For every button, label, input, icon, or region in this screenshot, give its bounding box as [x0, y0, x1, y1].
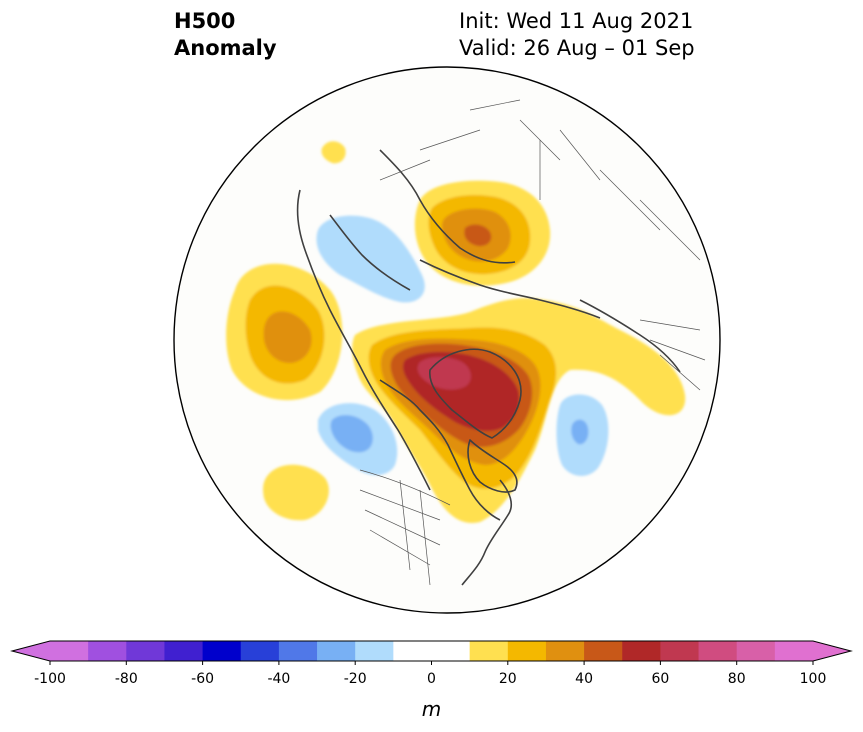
siberia-ridge-50 [464, 224, 492, 247]
map-subtitle: Init: Wed 11 Aug 2021 Valid: 26 Aug – 01… [459, 8, 695, 62]
us-canada-border [359, 469, 451, 506]
colorbar-bin-14 [584, 641, 623, 661]
colorbar-bin-12 [507, 641, 547, 661]
colorbar-tick-label: -40 [267, 671, 290, 687]
colorbar-bin-0 [50, 641, 89, 661]
colorbar-bin-4 [202, 641, 242, 661]
colorbar-unit-label: m [422, 697, 441, 721]
colorbar-bin-3 [164, 641, 204, 661]
europe-coast [579, 299, 681, 373]
north-america-west-coast [296, 189, 431, 491]
pacific-ridge-40 [263, 311, 312, 364]
hudson-bay [467, 439, 518, 493]
colorbar-tick-label: 20 [499, 671, 517, 687]
colorbar-bins [50, 641, 814, 661]
europe-border-lines [639, 319, 706, 391]
colorbar-tick-label: 100 [800, 671, 827, 687]
colorbar-bin-1 [88, 641, 127, 661]
russia-border-lines [379, 99, 521, 181]
colorbar-bin-7 [317, 641, 356, 661]
colorbar: -100 -80 -60 -40 -20 0 20 40 60 80 100 m [10, 640, 853, 721]
map-title: H500 Anomaly [174, 8, 277, 62]
scandinavia-coast [329, 214, 411, 291]
anomaly-fill-layer [226, 141, 686, 523]
map-boundary [173, 66, 721, 614]
colorbar-tick-label: -60 [191, 671, 214, 687]
polar-map [173, 66, 721, 614]
colorbar-tick-label: -20 [344, 671, 367, 687]
scandinavia-trough-10 [316, 215, 425, 303]
us-state-lines-1 [359, 479, 441, 586]
coastline-layer [296, 149, 681, 586]
atlantic-trough-20 [571, 419, 589, 445]
colorbar-bin-18 [736, 641, 776, 661]
siberia-coast [379, 149, 516, 264]
colorbar-bin-8 [355, 641, 394, 661]
colorbar-bin-2 [126, 641, 165, 661]
colorbar-bin-9 [393, 641, 432, 661]
colorbar-tick-label: 40 [575, 671, 593, 687]
colorbar-extend-under [12, 641, 50, 661]
east-coast-north-america [461, 479, 512, 586]
europe-ridge-small [321, 141, 346, 164]
valid-date: Valid: 26 Aug – 01 Sep [459, 36, 695, 60]
colorbar-tick-label: 80 [728, 671, 746, 687]
greenland-coast [429, 348, 522, 439]
colorbar-bin-19 [774, 641, 814, 661]
colorbar-bin-5 [240, 641, 280, 661]
north-pacific-ridge-20 [263, 464, 329, 521]
title-line-2: Anomaly [174, 36, 277, 60]
colorbar-bin-17 [698, 641, 738, 661]
canadian-arctic-coast [379, 379, 501, 521]
colorbar-bin-6 [278, 641, 318, 661]
colorbar-ticks: -100 -80 -60 -40 -20 0 20 40 60 80 100 [34, 661, 826, 687]
colorbar-bin-10 [431, 641, 471, 661]
colorbar-tick-label: -80 [115, 671, 138, 687]
colorbar-extend-over [813, 641, 851, 661]
colorbar-tick-label: 0 [427, 671, 436, 687]
title-line-1: H500 [174, 9, 236, 33]
colorbar-tick-label: 60 [651, 671, 669, 687]
colorbar-bin-13 [545, 641, 585, 661]
gulf-of-alaska-trough-20 [330, 415, 373, 453]
colorbar-tick-label: -100 [34, 671, 66, 687]
border-layer [359, 99, 706, 586]
colorbar-bin-15 [622, 641, 661, 661]
asia-border-lines [519, 119, 701, 261]
colorbar-bin-16 [660, 641, 700, 661]
eurasia-north-coast [419, 259, 601, 319]
init-date: Init: Wed 11 Aug 2021 [459, 9, 694, 33]
colorbar-bin-11 [469, 641, 509, 661]
